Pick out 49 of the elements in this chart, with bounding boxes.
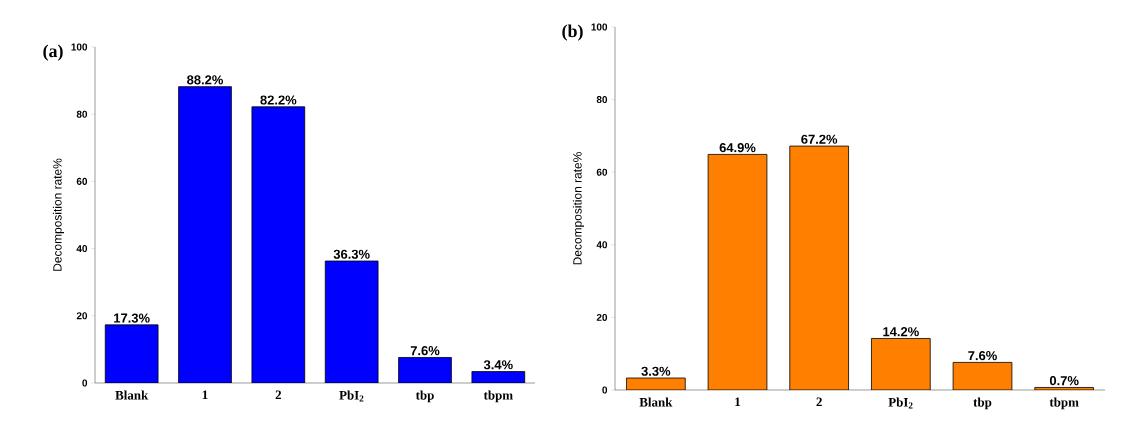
y-tick-label: 20: [596, 313, 608, 321]
bar: [952, 362, 1013, 390]
data-label: 88.2%: [187, 75, 224, 85]
x-tick-label: tbpm: [1049, 397, 1079, 410]
x-tick-label: Blank: [639, 397, 673, 407]
x-tick-label: 1: [735, 397, 741, 407]
x-tick-label: 2: [816, 397, 822, 407]
y-tick-label: 40: [76, 245, 88, 253]
data-label: 7.6%: [410, 346, 440, 356]
y-axis-title: Decomposition rate%: [572, 152, 585, 265]
y-tick-label: 0: [82, 379, 88, 387]
x-tick-label: tbp: [415, 390, 434, 403]
data-label: 82.2%: [260, 95, 297, 105]
bar: [324, 260, 379, 383]
y-tick-label: 80: [76, 110, 88, 118]
y-tick-label: 40: [596, 241, 608, 249]
data-label: 14.2%: [883, 327, 919, 337]
x-tick-label: tbp: [973, 397, 992, 410]
data-label: 3.4%: [483, 360, 513, 370]
bar: [104, 324, 159, 383]
bar: [789, 145, 849, 390]
bar: [707, 154, 768, 390]
y-tick-label: 0: [602, 386, 608, 394]
data-label: 0.7%: [1049, 376, 1079, 386]
x-tick-label: PbI$_{2}$: [339, 390, 364, 402]
data-label: 64.9%: [719, 143, 756, 153]
data-label: 17.3%: [114, 313, 150, 323]
chart-title: (a): [43, 44, 63, 61]
bar: [398, 357, 452, 383]
y-tick-label: 100: [591, 23, 608, 31]
data-label: 7.6%: [968, 351, 997, 361]
x-tick-label: 1: [202, 390, 208, 400]
data-label: 67.2%: [801, 134, 838, 144]
y-tick-label: 60: [76, 177, 88, 185]
x-tick-label: tbpm: [483, 390, 513, 403]
x-tick-label: 2: [275, 390, 282, 400]
data-label: 36.3%: [333, 249, 370, 259]
chart-title: (b): [562, 24, 583, 41]
y-tick-label: 60: [596, 168, 608, 176]
y-tick-label: 80: [596, 96, 608, 104]
data-label: 3.3%: [641, 366, 671, 376]
y-tick-label: 20: [76, 312, 88, 320]
y-axis-title: Decomposition rate%: [52, 158, 65, 271]
x-tick-label: PbI$_{2}$: [888, 397, 913, 409]
bar: [251, 106, 306, 383]
x-tick-label: Blank: [115, 390, 149, 400]
bar: [871, 338, 931, 390]
y-tick-label: 100: [71, 43, 88, 51]
bar: [178, 86, 232, 383]
